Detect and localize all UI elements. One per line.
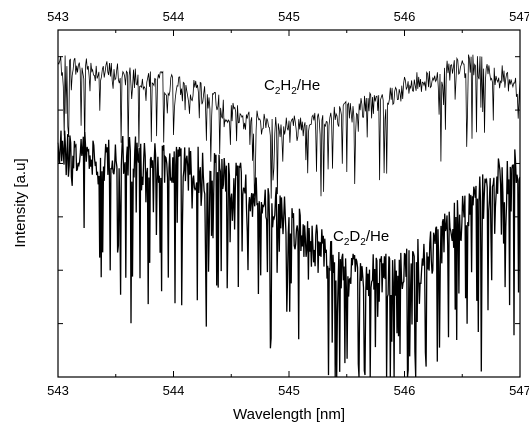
c2h2-label-sub1: 2 (275, 86, 281, 97)
x-tick-label: 544 (163, 383, 185, 398)
x-tick-label: 546 (394, 383, 416, 398)
top-x-tick-label: 547 (509, 9, 529, 24)
series-c2d2-he (57, 130, 521, 378)
y-axis-label: Intensity [a.u] (12, 158, 29, 247)
top-x-tick-label: 546 (394, 9, 416, 24)
c2d2-label-sub2: 2 (360, 237, 366, 248)
c2h2-label-c: C (264, 77, 275, 94)
x-tick-label: 545 (278, 383, 300, 398)
c2h2-label-he: /He (297, 77, 320, 94)
c2d2-label-he: /He (366, 228, 389, 245)
c2d2-label-sub1: 2 (344, 237, 350, 248)
series-c2h2-he (57, 54, 521, 199)
top-x-tick-label: 543 (47, 9, 69, 24)
c2h2-label-sub2: 2 (291, 86, 297, 97)
bottom-x-ticks: 543 544 545 546 547 (47, 371, 529, 398)
series-line-c2h2-he (57, 54, 521, 199)
x-tick-label: 547 (509, 383, 529, 398)
top-x-tick-label: 544 (163, 9, 185, 24)
series-label-c2d2-he: C2D2/He (333, 228, 389, 248)
x-tick-label: 543 (47, 383, 69, 398)
top-x-tick-label: 545 (278, 9, 300, 24)
series-line-c2d2-he (57, 130, 521, 378)
c2d2-label-d: D (349, 228, 360, 245)
top-x-ticks: 543 544 545 546 547 (47, 9, 529, 36)
c2h2-label-h: H (280, 77, 291, 94)
y-ticks (58, 56, 520, 325)
x-axis-label: Wavelength [nm] (233, 406, 345, 423)
series-label-c2h2-he: C2H2/He (264, 77, 320, 97)
c2d2-label-c: C (333, 228, 344, 245)
